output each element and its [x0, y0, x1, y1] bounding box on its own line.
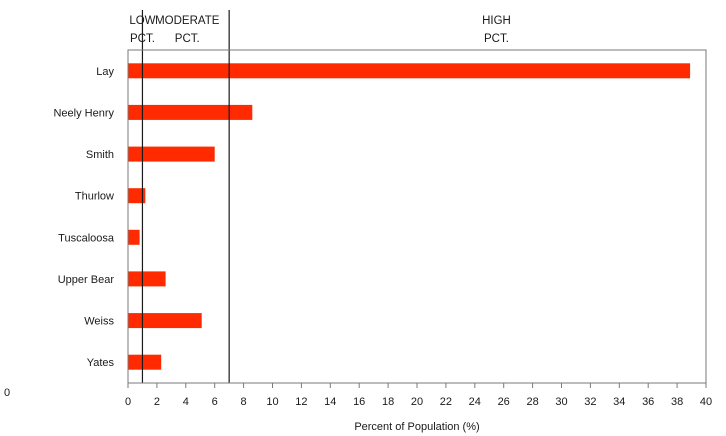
x-tick-label: 38: [671, 396, 683, 408]
zone-label: PCT.: [484, 33, 509, 45]
x-tick-label: 12: [295, 396, 307, 408]
x-tick-label: 34: [613, 396, 625, 408]
zone-label: HIGH: [482, 15, 511, 27]
category-label: Smith: [86, 149, 114, 161]
x-tick-label: 40: [700, 396, 712, 408]
bar: [128, 188, 146, 204]
x-tick-label: 20: [411, 396, 423, 408]
x-tick-label: 18: [382, 396, 394, 408]
x-tick-label: 16: [353, 396, 365, 408]
x-tick-label: 32: [584, 396, 596, 408]
zone-label: PCT.: [175, 33, 200, 45]
bar: [128, 104, 253, 120]
bar: [128, 313, 202, 329]
x-tick-label: 14: [324, 396, 336, 408]
bar: [128, 271, 166, 287]
x-tick-label: 36: [642, 396, 654, 408]
x-tick-label: 8: [241, 396, 247, 408]
category-labels: Lay Neely Henry Smith Thurlow Tuscaloosa Uppe…: [53, 66, 114, 369]
x-tick-label: 24: [469, 396, 481, 408]
x-tick-label: 30: [555, 396, 567, 408]
threshold-lines: [141, 10, 230, 383]
x-tick-label: 2: [154, 396, 160, 408]
category-label: Yates: [87, 357, 115, 369]
category-label: Thurlow: [75, 191, 114, 203]
bar: [128, 354, 162, 370]
x-ticks: 0 2 4 6 8 10 12 14 16 18 20 22 24 26 28 30 32 34 36 38 40: [125, 383, 712, 408]
category-label: Neely Henry: [53, 107, 114, 119]
category-label: Weiss: [84, 316, 114, 328]
bar: [128, 146, 215, 162]
bar: [128, 229, 140, 245]
plot-border: [127, 49, 707, 384]
x-tick-label: 6: [212, 396, 218, 408]
x-tick-label: 22: [440, 396, 452, 408]
x-tick-label: 4: [183, 396, 189, 408]
bar: [128, 63, 691, 79]
category-label: Lay: [96, 66, 114, 78]
x-tick-label: 26: [498, 396, 510, 408]
x-axis-title: Percent of Population (%): [354, 421, 479, 433]
x-tick-label: 28: [526, 396, 538, 408]
x-tick-label: 0: [125, 396, 131, 408]
category-label: Upper Bear: [58, 274, 115, 286]
chart-frame: [127, 49, 707, 384]
stray-zero-label: 0: [4, 387, 10, 399]
category-label: Tuscaloosa: [58, 232, 115, 244]
zone-label: MODERATE: [155, 15, 220, 27]
bars: [128, 63, 691, 370]
x-tick-label: 10: [266, 396, 278, 408]
